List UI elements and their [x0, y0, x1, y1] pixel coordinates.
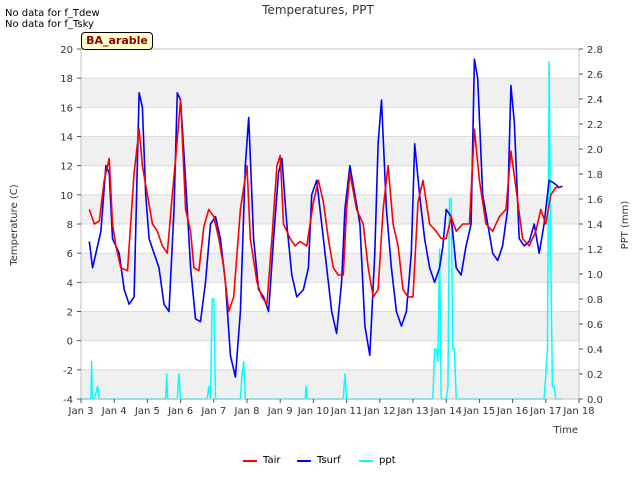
grid-band	[81, 136, 579, 166]
y2-tick-label: 1.8	[587, 170, 603, 181]
x-tick-label: Jan 7	[200, 406, 226, 417]
legend-label-ppt: ppt	[379, 455, 396, 466]
legend-swatch-tair	[243, 460, 257, 462]
grid-band	[81, 194, 579, 224]
y-axis-right: 0.0 0.2 0.4 0.6 0.8 1.0 1.2 1.4 1.6 1.8 2.0 2.2 2.4 2…	[579, 45, 603, 406]
y-axis-left: -4 -2 0 2 4 6 8 10 12 14 16 18 20	[60, 45, 81, 406]
x-tick-label: Jan 13	[396, 406, 428, 417]
grid-band	[81, 311, 579, 341]
y-tick-label: 12	[60, 162, 73, 173]
x-tick-label: Jan 9	[267, 406, 293, 417]
y2-axis-label: PPT (mm)	[620, 201, 631, 250]
y-tick-label: -4	[63, 395, 73, 406]
legend: Tair Tsurf ppt	[0, 452, 640, 470]
note-no-tsky: No data for f_Tsky	[5, 19, 94, 30]
legend-swatch-tsurf	[297, 460, 311, 462]
x-tick-label: Jan 12	[363, 406, 395, 417]
y2-tick-label: 2.6	[587, 70, 603, 81]
y2-tick-label: 1.2	[587, 245, 603, 256]
y-tick-label: 18	[60, 74, 73, 85]
x-axis: Jan 3 Jan 4 Jan 5 Jan 6 Jan 7 Jan 8 Jan 9 Jan 1…	[68, 399, 595, 417]
x-tick-label: Jan 18	[562, 406, 594, 417]
y-tick-label: 8	[67, 220, 73, 231]
y-tick-label: 16	[60, 103, 73, 114]
x-tick-label: Jan 8	[234, 406, 260, 417]
x-axis-label: Time	[553, 425, 578, 436]
y2-tick-label: 2.2	[587, 120, 603, 131]
x-tick-label: Jan 4	[101, 406, 127, 417]
y2-tick-label: 2.0	[587, 145, 603, 156]
y-tick-label: -2	[63, 366, 73, 377]
series-line-tair	[88, 99, 561, 313]
note-no-tdew: No data for f_Tdew	[5, 8, 100, 19]
x-tick-label: Jan 15	[463, 406, 495, 417]
y2-tick-label: 1.4	[587, 220, 603, 231]
y2-tick-label: 2.8	[587, 45, 603, 56]
y2-tick-label: 0.2	[587, 370, 603, 381]
legend-label-tair: Tair	[263, 455, 281, 466]
y2-tick-label: 0.0	[587, 395, 603, 406]
x-tick-label: Jan 16	[496, 406, 528, 417]
y-tick-label: 6	[67, 249, 73, 260]
x-tick-label: Jan 14	[430, 406, 462, 417]
y-axis-label: Temperature (C)	[9, 184, 20, 266]
y2-tick-label: 0.6	[587, 320, 603, 331]
y-tick-label: 4	[67, 278, 73, 289]
y-tick-label: 20	[60, 45, 73, 56]
grid-band	[81, 78, 579, 108]
x-tick-label: Jan 5	[134, 406, 160, 417]
grid-band	[81, 369, 579, 399]
x-tick-label: Jan 17	[529, 406, 561, 417]
x-tick-label: Jan 3	[68, 406, 94, 417]
y-tick-label: 2	[67, 308, 73, 319]
legend-swatch-ppt	[359, 460, 373, 462]
legend-label-tsurf: Tsurf	[317, 455, 341, 466]
x-tick-label: Jan 6	[167, 406, 193, 417]
x-tick-label: Jan 10	[297, 406, 329, 417]
y-tick-label: 0	[67, 337, 73, 348]
series-line-tsurf	[88, 58, 563, 378]
x-tick-label: Jan 11	[330, 406, 362, 417]
y-tick-label: 14	[60, 133, 73, 144]
y2-tick-label: 1.6	[587, 195, 603, 206]
chart-title: Temperatures, PPT	[261, 3, 374, 17]
y2-tick-label: 2.4	[587, 95, 603, 106]
y2-tick-label: 0.8	[587, 295, 603, 306]
y2-tick-label: 0.4	[587, 345, 603, 356]
site-badge: BA_arable	[81, 32, 153, 50]
y2-tick-label: 1.0	[587, 270, 603, 281]
y-tick-label: 10	[60, 191, 73, 202]
grid-bands	[81, 48, 579, 400]
